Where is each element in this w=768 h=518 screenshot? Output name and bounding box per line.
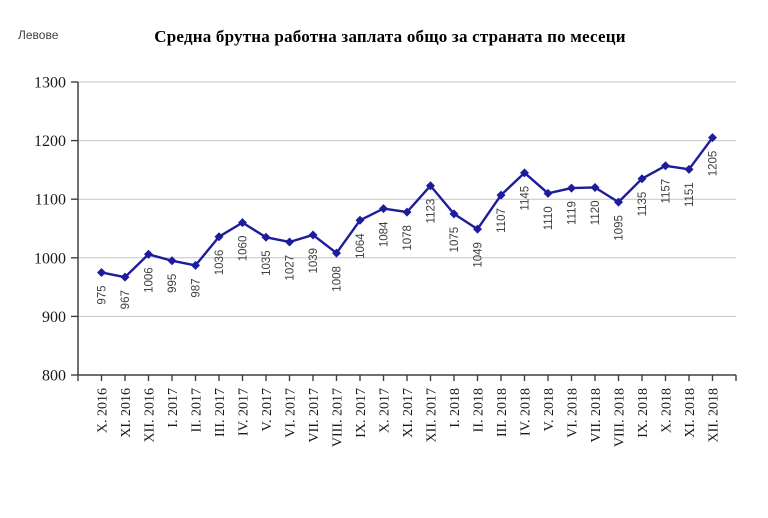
x-axis-tick-label: X. 2016	[96, 388, 111, 433]
data-point-marker	[567, 183, 576, 193]
x-axis-tick-label: I. 2018	[448, 388, 463, 428]
data-label: 1123	[426, 199, 438, 224]
data-label: 1039	[308, 248, 320, 274]
data-label: 1084	[379, 221, 391, 247]
data-label: 987	[191, 278, 203, 297]
data-label: 1078	[402, 225, 414, 251]
x-axis-tick-label: VII. 2017	[307, 388, 322, 442]
x-axis-tick-label: VI. 2018	[566, 388, 581, 438]
data-label: 1027	[285, 255, 297, 281]
series-line	[101, 136, 714, 279]
x-axis-tick-label: XI. 2018	[683, 388, 698, 438]
data-point-marker	[285, 237, 294, 247]
x-axis-tick-label: III. 2018	[495, 388, 510, 437]
x-axis-tick-label: VI. 2017	[284, 388, 299, 438]
data-label: 1157	[661, 179, 673, 204]
data-label: 1064	[355, 233, 367, 259]
data-label: 1205	[708, 151, 720, 177]
y-axis-tick-label: 1000	[34, 250, 66, 267]
x-axis-tick-label: XI. 2016	[119, 388, 134, 438]
data-point-marker	[684, 164, 694, 174]
data-point-marker	[144, 249, 153, 259]
data-point-marker	[614, 197, 623, 207]
x-axis-tick-label: IV. 2018	[519, 388, 534, 436]
data-label: 1151	[684, 182, 696, 207]
data-label: 1035	[261, 250, 273, 276]
x-axis-tick-label: II. 2018	[472, 388, 487, 432]
x-axis-tick-label: VIII. 2018	[613, 388, 628, 447]
data-point-marker	[214, 232, 224, 242]
data-point-marker	[543, 188, 553, 198]
data-label: 1135	[637, 192, 649, 217]
y-axis-tick-label: 1300	[34, 75, 66, 92]
x-axis-tick-label: XII. 2016	[143, 388, 158, 442]
x-axis-tick-label: V. 2018	[542, 388, 557, 431]
x-axis-tick-label: XII. 2018	[707, 388, 722, 442]
y-axis-tick-label: 900	[42, 309, 66, 326]
data-label: 1075	[449, 227, 461, 253]
data-point-marker	[661, 161, 670, 171]
data-point-marker	[191, 260, 200, 270]
data-point-marker	[496, 190, 506, 200]
y-axis-tick-label: 1200	[34, 133, 66, 150]
data-point-marker	[97, 267, 106, 277]
data-label: 1060	[238, 236, 250, 262]
data-point-marker	[261, 232, 271, 242]
x-axis-tick-label: V. 2017	[260, 388, 275, 431]
data-point-marker	[238, 218, 247, 228]
data-point-marker	[308, 230, 318, 240]
data-label: 1145	[520, 186, 532, 211]
x-axis-tick-label: X. 2017	[378, 388, 393, 433]
chart-title: Средна брутна работна заплата общо за ст…	[154, 27, 626, 46]
data-point-marker	[637, 174, 647, 184]
x-axis-tick-label: IX. 2017	[354, 388, 369, 438]
data-label: 967	[120, 290, 132, 309]
data-point-marker	[426, 181, 435, 191]
data-point-marker	[590, 182, 600, 192]
x-axis-tick-label: X. 2018	[660, 388, 675, 433]
y-axis-tick-label: 1100	[35, 192, 66, 209]
data-point-marker	[379, 204, 388, 214]
x-axis-tick-label: III. 2017	[213, 388, 228, 437]
data-point-marker	[402, 207, 412, 217]
data-point-marker	[120, 272, 130, 282]
data-point-marker	[708, 133, 717, 143]
data-label: 995	[167, 274, 179, 293]
data-point-marker	[520, 168, 529, 178]
data-label: 1119	[567, 201, 579, 225]
data-label: 1095	[614, 215, 626, 241]
x-axis-tick-label: VII. 2018	[589, 388, 604, 442]
data-label: 1120	[590, 200, 602, 225]
data-point-marker	[449, 209, 459, 219]
data-label: 1036	[214, 250, 226, 276]
data-point-marker	[473, 224, 482, 234]
data-label: 1008	[332, 266, 344, 292]
data-label: 1107	[496, 208, 508, 233]
x-axis-tick-label: IX. 2018	[636, 388, 651, 438]
x-axis-tick-label: VIII. 2017	[331, 388, 346, 447]
y-axis-units-label: Левове	[18, 28, 59, 42]
data-point-marker	[355, 215, 365, 225]
data-label: 975	[97, 285, 109, 304]
data-label: 1049	[473, 242, 485, 268]
x-axis-tick-label: XI. 2017	[401, 388, 416, 438]
y-axis-tick-label: 800	[42, 368, 66, 385]
data-label: 1006	[144, 267, 156, 293]
x-axis-tick-label: II. 2017	[190, 388, 205, 432]
x-axis-tick-label: XII. 2017	[425, 388, 440, 442]
x-axis-tick-label: I. 2017	[166, 388, 181, 428]
data-label: 1110	[543, 206, 555, 230]
data-point-marker	[332, 248, 341, 258]
data-point-marker	[167, 256, 177, 266]
x-axis-tick-label: IV. 2017	[237, 388, 252, 436]
